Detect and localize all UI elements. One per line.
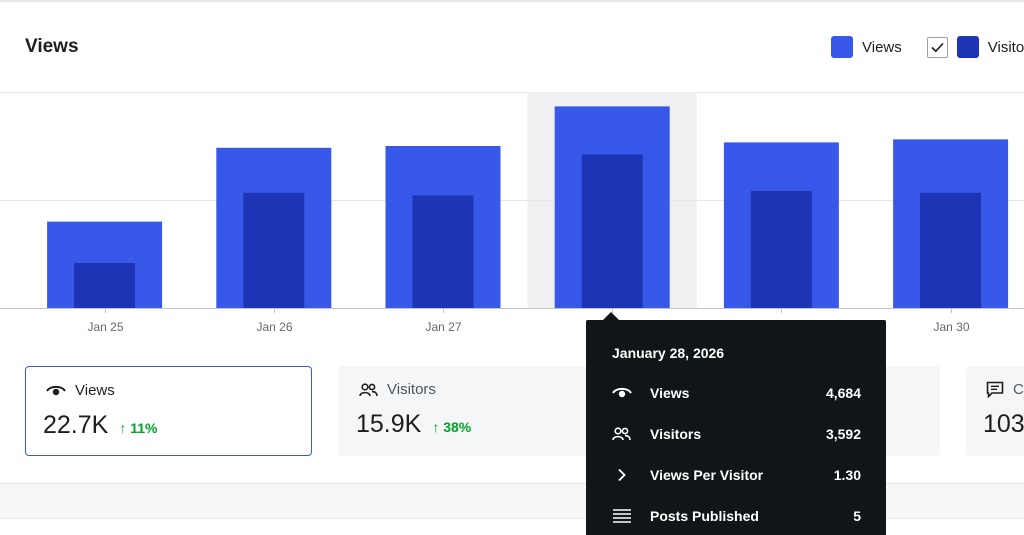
chevron-right-icon — [618, 468, 626, 482]
chart-svg[interactable]: Jan 25 Jan 26 Jan 27 Jan 30 — [0, 92, 1024, 342]
list-icon — [613, 509, 631, 523]
tooltip-value-views-per-visitor: 1.30 — [833, 467, 861, 483]
stat-tile-comments-value: 103 — [983, 410, 1024, 438]
eye-icon — [46, 385, 66, 395]
stat-tile-visitors-value: 15.9K — [356, 410, 422, 438]
card-title: Views — [25, 36, 79, 57]
stat-tile-views-label: Views — [75, 382, 115, 399]
stat-tile-views-value: 22.7K — [43, 411, 109, 439]
tooltip-value-posts-published: 5 — [853, 508, 861, 524]
bar-chart[interactable]: Jan 25 Jan 26 Jan 27 Jan 30 — [0, 92, 1024, 342]
bar-visitors-jan-25[interactable] — [74, 263, 136, 308]
stat-tile-visitors-header: Visitors — [359, 381, 436, 398]
x-tick-label-0: Jan 25 — [87, 320, 123, 334]
tooltip-row-posts-published: Posts Published 5 — [612, 505, 861, 527]
bar-visitors-jan-26[interactable] — [243, 192, 305, 308]
bar-visitors-jan-27[interactable] — [412, 195, 474, 308]
x-tick-label-5: Jan 30 — [933, 320, 969, 334]
x-tick-label-2: Jan 27 — [425, 320, 461, 334]
stat-tile-visitors-change: ↑ 38% — [432, 419, 472, 435]
stat-tile-views-value-row: 22.7K ↑ 11% — [43, 411, 157, 440]
legend-item-views: Views — [831, 36, 902, 58]
bar-visitors-jan-29[interactable] — [750, 191, 812, 308]
legend-swatch-views — [831, 36, 853, 58]
stat-tile-visitors-value-row: 15.9K ↑ 38% — [356, 410, 471, 439]
legend-item-visitors[interactable]: Visitors — [902, 36, 1024, 58]
people-icon — [612, 427, 631, 441]
comment-icon — [986, 381, 1004, 398]
legend-checkbox-visitors[interactable] — [926, 36, 948, 58]
stat-tile-comments-header: C — [986, 381, 1024, 398]
chart-legend: Views Visitors — [831, 35, 1024, 59]
top-divider — [0, 0, 1024, 2]
tooltip-arrow — [602, 312, 620, 321]
stat-tile-visitors[interactable]: Visitors 15.9K ↑ 38% — [339, 366, 629, 456]
stat-tile-views-header: Views — [46, 382, 115, 399]
tooltip-row-visitors: Visitors 3,592 — [612, 423, 861, 445]
bar-visitors-jan-28[interactable] — [581, 154, 643, 308]
people-icon — [359, 382, 378, 396]
tooltip-row-views-per-visitor: Views Per Visitor 1.30 — [612, 464, 861, 486]
legend-label-visitors: Visitors — [987, 38, 1024, 56]
chart-tooltip: January 28, 2026 Views 4,684 Visitors 3,… — [586, 320, 886, 535]
tooltip-row-views: Views 4,684 — [612, 382, 861, 404]
stat-tile-comments-value-row: 103 — [983, 410, 1024, 439]
tooltip-label-visitors: Visitors — [650, 426, 702, 442]
tooltip-label-views: Views — [650, 385, 690, 401]
tooltip-label-views-per-visitor: Views Per Visitor — [650, 467, 764, 483]
tooltip-date: January 28, 2026 — [612, 345, 725, 361]
chart-top-gridline — [0, 92, 1024, 93]
checkmark-icon — [931, 42, 944, 52]
eye-icon — [612, 387, 632, 398]
tooltip-value-views: 4,684 — [825, 385, 861, 401]
legend-swatch-visitors — [956, 36, 979, 58]
tooltip-value-visitors: 3,592 — [825, 426, 861, 442]
x-tick-label-1: Jan 26 — [256, 320, 292, 334]
stat-tile-views-change: ↑ 11% — [119, 420, 158, 436]
bar-visitors-jan-30[interactable] — [920, 192, 982, 308]
tooltip-label-posts-published: Posts Published — [650, 508, 759, 524]
stat-tile-views[interactable]: Views 22.7K ↑ 11% — [25, 366, 312, 456]
stat-tile-comments[interactable]: C 103 — [966, 366, 1024, 456]
legend-label-views: Views — [862, 38, 902, 56]
stat-tile-visitors-label: Visitors — [387, 381, 436, 398]
stat-tile-comments-label: C — [1013, 381, 1024, 398]
